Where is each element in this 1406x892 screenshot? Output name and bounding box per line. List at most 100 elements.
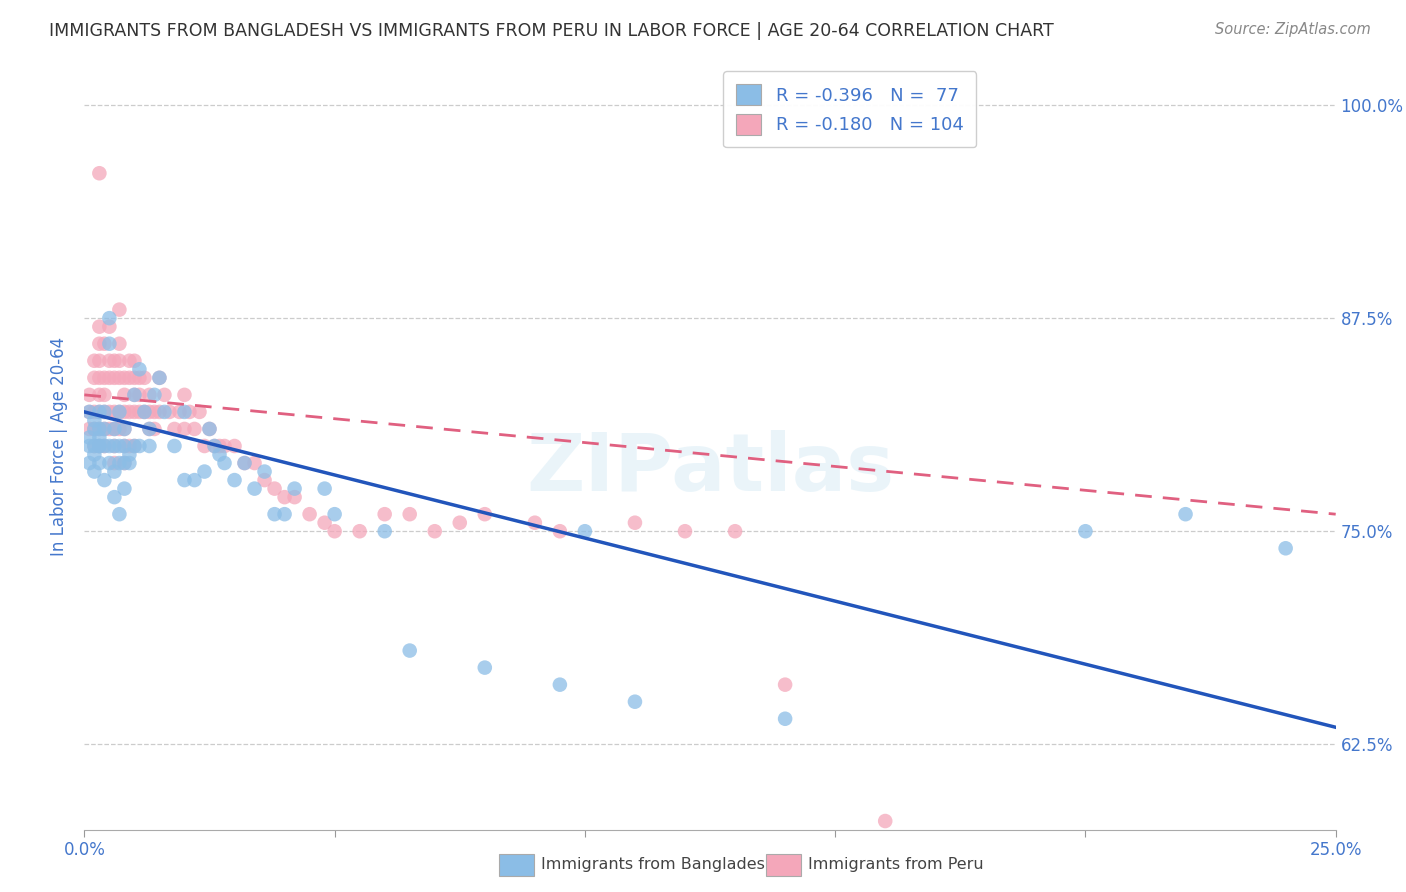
- Point: [93, 439, 115, 453]
- Point: [89, 388, 111, 402]
- Point: [89, 405, 111, 419]
- Y-axis label: In Labor Force | Age 20-64: In Labor Force | Age 20-64: [51, 336, 69, 556]
- Point: [112, 456, 135, 470]
- Point: [93, 336, 115, 351]
- Point: [128, 405, 150, 419]
- Point: [548, 678, 571, 692]
- Point: [83, 371, 105, 385]
- Point: [93, 405, 115, 419]
- Point: [112, 456, 135, 470]
- Point: [173, 473, 195, 487]
- Point: [169, 405, 191, 419]
- Point: [423, 524, 446, 539]
- Point: [89, 371, 111, 385]
- Point: [134, 405, 156, 419]
- Point: [624, 695, 647, 709]
- Point: [214, 439, 236, 453]
- Point: [449, 516, 471, 530]
- Point: [349, 524, 371, 539]
- Point: [93, 422, 115, 436]
- Point: [118, 353, 141, 368]
- Point: [103, 490, 125, 504]
- Point: [83, 422, 105, 436]
- Point: [89, 430, 111, 444]
- Point: [1274, 541, 1296, 556]
- Point: [124, 405, 146, 419]
- Point: [198, 422, 221, 436]
- Point: [98, 405, 121, 419]
- Point: [98, 353, 121, 368]
- Point: [108, 439, 131, 453]
- Point: [159, 405, 181, 419]
- Point: [323, 507, 346, 521]
- Point: [284, 490, 307, 504]
- Point: [103, 353, 125, 368]
- Point: [89, 319, 111, 334]
- Point: [89, 422, 111, 436]
- Point: [103, 405, 125, 419]
- Point: [79, 405, 101, 419]
- Point: [148, 371, 170, 385]
- Point: [103, 456, 125, 470]
- Text: Immigrants from Peru: Immigrants from Peru: [808, 857, 984, 872]
- Point: [79, 388, 101, 402]
- Text: Immigrants from Bangladesh: Immigrants from Bangladesh: [541, 857, 776, 872]
- Point: [108, 405, 131, 419]
- Point: [143, 422, 166, 436]
- Point: [193, 439, 215, 453]
- Point: [474, 660, 496, 674]
- Point: [138, 405, 160, 419]
- Point: [724, 524, 747, 539]
- Point: [143, 405, 166, 419]
- Point: [83, 422, 105, 436]
- Point: [98, 439, 121, 453]
- Point: [79, 405, 101, 419]
- Point: [89, 353, 111, 368]
- Point: [118, 456, 141, 470]
- Point: [103, 439, 125, 453]
- Point: [98, 311, 121, 326]
- Point: [98, 371, 121, 385]
- Point: [79, 422, 101, 436]
- Point: [273, 507, 295, 521]
- Point: [128, 371, 150, 385]
- Point: [924, 882, 946, 892]
- Point: [224, 473, 246, 487]
- Point: [253, 473, 276, 487]
- Point: [83, 405, 105, 419]
- Point: [263, 482, 285, 496]
- Point: [138, 422, 160, 436]
- Point: [118, 439, 141, 453]
- Point: [108, 302, 131, 317]
- Point: [83, 353, 105, 368]
- Point: [673, 524, 696, 539]
- Point: [143, 388, 166, 402]
- Point: [108, 405, 131, 419]
- Point: [103, 439, 125, 453]
- Point: [523, 516, 546, 530]
- Point: [1174, 507, 1197, 521]
- Point: [183, 473, 205, 487]
- Point: [112, 388, 135, 402]
- Point: [138, 422, 160, 436]
- Point: [233, 456, 256, 470]
- Point: [124, 439, 146, 453]
- Point: [624, 516, 647, 530]
- Point: [83, 448, 105, 462]
- Point: [374, 524, 396, 539]
- Point: [208, 439, 231, 453]
- Point: [173, 405, 195, 419]
- Point: [112, 422, 135, 436]
- Point: [398, 507, 420, 521]
- Point: [314, 482, 336, 496]
- Point: [1000, 873, 1022, 888]
- Point: [93, 405, 115, 419]
- Point: [374, 507, 396, 521]
- Point: [253, 465, 276, 479]
- Point: [108, 422, 131, 436]
- Point: [183, 422, 205, 436]
- Point: [89, 439, 111, 453]
- Point: [153, 405, 176, 419]
- Point: [148, 371, 170, 385]
- Point: [89, 336, 111, 351]
